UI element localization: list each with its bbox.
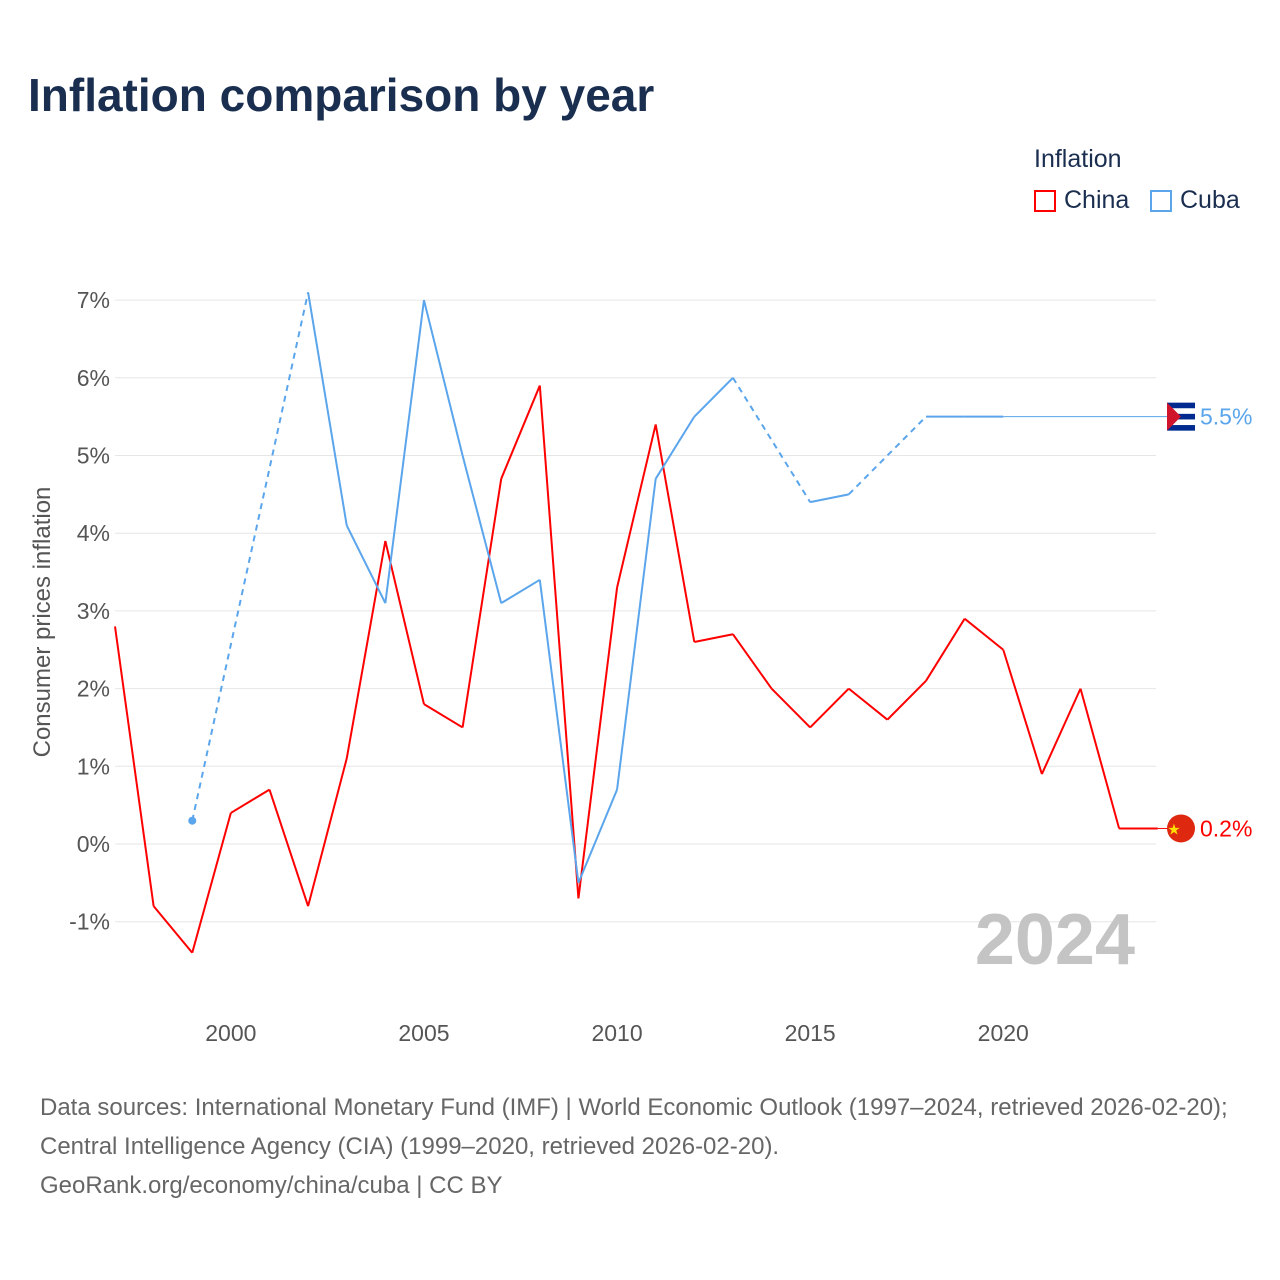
china-segment bbox=[577, 587, 619, 899]
cuba-point bbox=[188, 816, 197, 825]
line-chart: -1%0%1%2%3%4%5%6%7%2000 2005 2010 2015 2020 … bbox=[29, 287, 1252, 1046]
china-end-label: 0.2% bbox=[1200, 815, 1252, 841]
x-tick-label: 2010 bbox=[591, 1020, 642, 1046]
y-tick-label: -1% bbox=[69, 909, 110, 935]
china-swatch bbox=[1034, 189, 1056, 212]
chart-title: Inflation comparison by year bbox=[28, 69, 655, 121]
cuba-segment bbox=[654, 416, 696, 480]
x-tick-label: 2015 bbox=[785, 1020, 836, 1046]
china-segment bbox=[384, 540, 425, 705]
cuba-segment bbox=[384, 299, 425, 604]
china-segment bbox=[732, 633, 773, 690]
china-segment bbox=[230, 788, 270, 814]
china-segment bbox=[694, 633, 734, 643]
cuba-swatch bbox=[1150, 189, 1172, 212]
source-note: Data sources: International Monetary Fun… bbox=[40, 1088, 1250, 1205]
legend-item-cuba[interactable]: Cuba bbox=[1150, 186, 1240, 215]
flag-star: ★ bbox=[1167, 821, 1180, 838]
cuba-segment bbox=[577, 789, 618, 884]
cuba-segment bbox=[345, 524, 387, 604]
flag-stripe bbox=[1167, 425, 1195, 431]
china-segment bbox=[345, 540, 387, 759]
china-segment bbox=[191, 812, 232, 954]
china-segment bbox=[538, 385, 580, 899]
cuba-segment bbox=[307, 292, 348, 526]
legend-item-china[interactable]: China bbox=[1034, 186, 1129, 215]
china-segment bbox=[654, 424, 696, 643]
cuba-segment bbox=[461, 455, 503, 604]
china-segment bbox=[461, 478, 503, 728]
china-segment bbox=[770, 687, 811, 729]
cuba-flag-icon bbox=[1167, 402, 1195, 431]
china-segment bbox=[809, 687, 850, 729]
china-segment bbox=[848, 687, 889, 721]
x-tick-label: 2005 bbox=[398, 1020, 449, 1046]
china-segment bbox=[268, 789, 310, 907]
x-tick-label: 2020 bbox=[978, 1020, 1029, 1046]
flag-stripe bbox=[1167, 402, 1195, 409]
y-tick-label: 7% bbox=[77, 287, 110, 313]
cuba-end-label: 5.5% bbox=[1200, 404, 1252, 430]
year-label: 2024 bbox=[975, 900, 1135, 980]
y-tick-label: 3% bbox=[77, 598, 110, 624]
china-segment bbox=[423, 703, 464, 729]
cuba-segment bbox=[422, 299, 464, 456]
legend-label-china: China bbox=[1064, 186, 1130, 214]
flag-stripe bbox=[1167, 413, 1195, 420]
cuba-segment bbox=[848, 415, 927, 496]
x-tick-label: 2000 bbox=[205, 1020, 256, 1046]
y-tick-label: 1% bbox=[77, 753, 110, 779]
china-segment bbox=[152, 905, 194, 954]
china-segment bbox=[114, 626, 155, 907]
china-segment bbox=[964, 617, 1004, 651]
cuba-segment bbox=[538, 579, 580, 883]
china-segment bbox=[616, 424, 657, 588]
china-flag-icon: ★ bbox=[1167, 814, 1195, 843]
flag-triangle bbox=[1167, 402, 1181, 431]
y-tick-label: 2% bbox=[77, 676, 110, 702]
china-segment bbox=[925, 618, 966, 682]
cuba-segment bbox=[616, 478, 657, 790]
y-tick-label: 0% bbox=[77, 831, 110, 857]
source-link[interactable]: GeoRank.org/economy/china/cuba | CC BY bbox=[40, 1172, 503, 1199]
china-segment bbox=[886, 680, 927, 721]
cuba-segment bbox=[809, 493, 849, 504]
y-tick-label: 5% bbox=[77, 443, 110, 469]
source-text: Data sources: International Monetary Fun… bbox=[40, 1094, 1228, 1160]
cuba-segment bbox=[191, 292, 310, 821]
y-tick-label: 4% bbox=[77, 520, 110, 546]
china-segment bbox=[1079, 688, 1121, 829]
cuba-segment bbox=[732, 377, 812, 503]
legend-label-cuba: Cuba bbox=[1180, 186, 1240, 214]
cuba-segment bbox=[693, 377, 734, 418]
legend-title: Inflation bbox=[1034, 145, 1122, 173]
y-tick-label: 6% bbox=[77, 365, 110, 391]
china-segment bbox=[500, 385, 541, 480]
china-segment bbox=[1040, 688, 1082, 775]
china-segment bbox=[1002, 649, 1043, 775]
y-axis-label: Consumer prices inflation bbox=[29, 487, 56, 758]
cuba-segment bbox=[500, 578, 541, 604]
flag-bg bbox=[1167, 814, 1195, 843]
china-segment bbox=[307, 758, 348, 907]
